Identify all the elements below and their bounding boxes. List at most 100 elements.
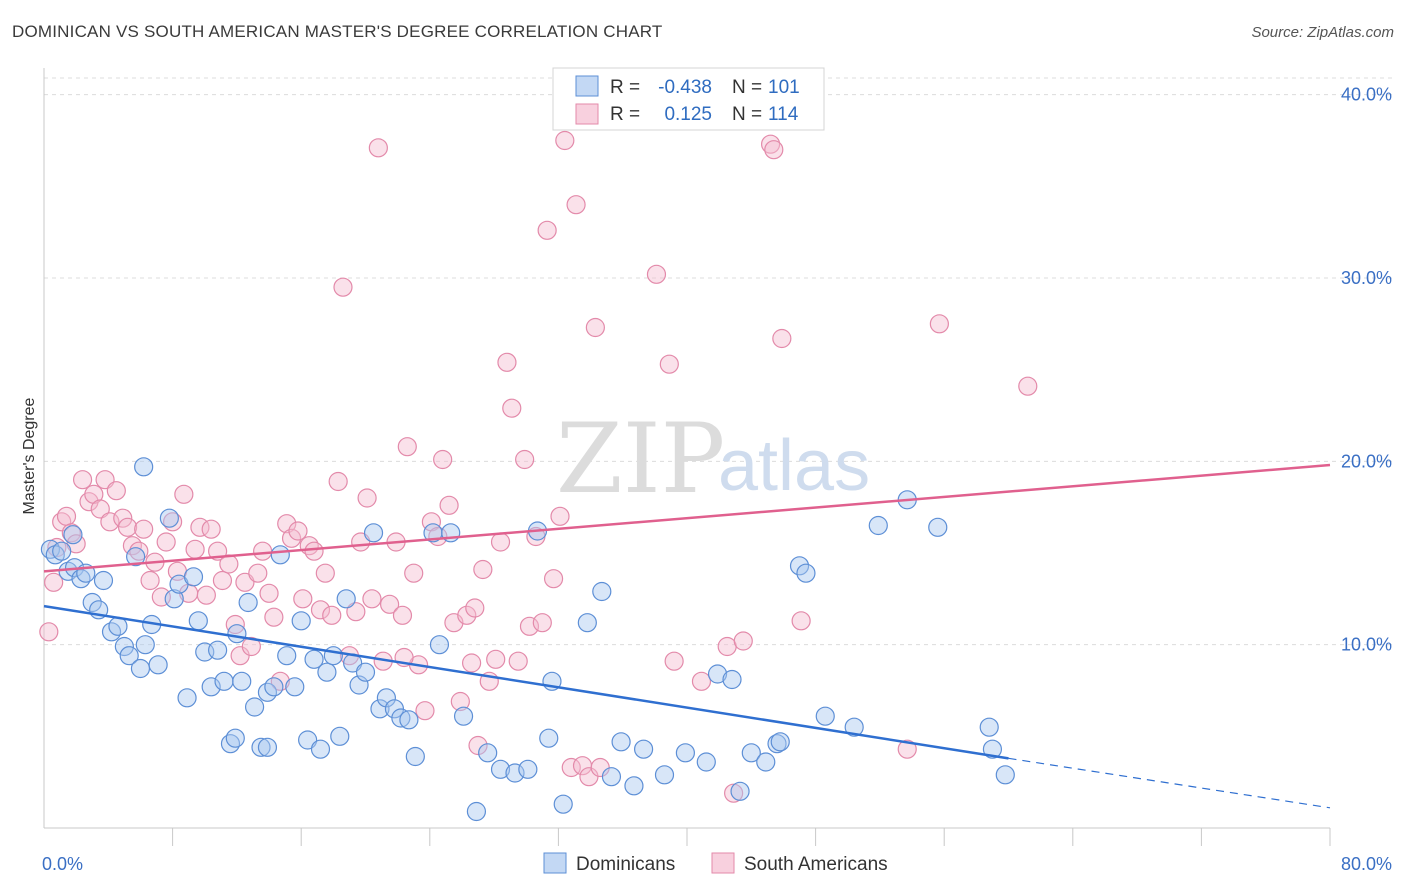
dominicans-point — [633, 739, 654, 759]
dominicans-point — [285, 677, 305, 697]
dominicans-point — [317, 662, 337, 682]
tick-labels: 10.0% 20.0% 30.0% 40.0% 0.0% 80.0% — [42, 85, 1392, 874]
dominicans-point — [148, 655, 168, 675]
dominicans-point — [789, 556, 810, 576]
south-americans-point — [929, 314, 949, 334]
dominicans-point — [291, 611, 311, 631]
watermark: ZIP atlas — [556, 403, 870, 515]
dominicans-point — [225, 728, 245, 748]
legend-r-label-south-americans: R = — [610, 104, 640, 125]
south-americans-trend-line — [43, 463, 1331, 573]
dominicans-point — [130, 658, 151, 679]
dominicans-point — [277, 646, 297, 666]
dominicans-point — [232, 671, 252, 691]
south-americans-point — [543, 569, 564, 589]
south-americans-point — [724, 783, 744, 803]
dominicans-point — [654, 765, 675, 785]
south-americans-point — [646, 264, 667, 284]
dominicans-point — [844, 717, 864, 737]
dominicans-point — [323, 646, 343, 666]
south-americans-point — [659, 354, 679, 374]
x-tick-label: 0.0% — [42, 854, 83, 874]
bottom-legend-swatch-dominicans — [543, 852, 567, 874]
south-americans-point — [357, 488, 377, 508]
south-americans-point — [532, 613, 552, 633]
dominicans-point — [518, 759, 538, 779]
dominicans-point — [93, 570, 114, 591]
south-americans-point — [288, 521, 308, 541]
dominicans-point — [114, 636, 134, 657]
dominicans-point — [741, 743, 761, 763]
south-americans-point — [490, 532, 511, 552]
south-americans-point — [44, 572, 64, 592]
south-americans-point — [129, 541, 149, 561]
south-americans-point — [461, 653, 482, 673]
south-americans-point — [433, 449, 453, 470]
bottom-legend-south-americans: South Americans — [744, 854, 888, 875]
dominicans-point — [126, 547, 146, 567]
dominicans-point — [159, 508, 179, 528]
south-americans-point — [439, 495, 459, 515]
dominicans-point — [227, 624, 247, 644]
south-americans-point — [90, 499, 110, 519]
dominicans-point — [453, 706, 474, 726]
dominicans-point — [370, 699, 390, 719]
dominicans-point — [982, 739, 1003, 759]
y-tick-label: 20.0% — [1341, 451, 1392, 471]
dominicans-point — [505, 763, 525, 783]
dominicans-point — [188, 611, 208, 631]
south-americans-point — [113, 508, 133, 528]
south-americans-point — [537, 220, 557, 240]
south-americans-point — [791, 611, 811, 631]
dominicans-point — [177, 688, 197, 708]
south-americans-point — [486, 649, 506, 669]
south-americans-point — [404, 563, 424, 583]
y-tick-label: 40.0% — [1341, 85, 1392, 105]
south-americans-point — [465, 598, 485, 618]
dominicans-point — [722, 669, 742, 690]
legend-n-value-dominicans: 101 — [768, 77, 800, 98]
dominicans-point — [310, 739, 331, 759]
south-americans-point — [362, 589, 382, 609]
legend-swatch-south-americans — [575, 103, 599, 125]
dominicans-point — [304, 649, 324, 669]
x-tick-label: 80.0% — [1341, 854, 1392, 874]
dominicans-point — [539, 728, 559, 748]
watermark-zip: ZIP — [556, 403, 725, 515]
dominicans-point — [995, 765, 1015, 785]
south-americans-point — [450, 691, 470, 712]
south-americans-point — [368, 138, 388, 158]
south-americans-point — [346, 602, 366, 622]
dominicans-point — [391, 708, 411, 728]
dominicans-trend-line — [43, 604, 1009, 760]
dominicans-point — [611, 732, 631, 752]
south-americans-point — [397, 437, 417, 457]
axes — [43, 68, 1331, 846]
dominicans-point — [601, 767, 622, 787]
south-americans-point — [253, 541, 273, 561]
south-americans-point — [277, 514, 297, 534]
dominicans-point — [376, 688, 396, 708]
dominicans-point — [928, 517, 948, 537]
south-americans-point — [201, 519, 221, 539]
dominicans-point — [490, 759, 511, 779]
south-americans-point — [310, 600, 331, 620]
correlation-legend: R = -0.438 N = 101 R = 0.125 N = 114 — [552, 67, 825, 131]
south-americans-point — [764, 140, 784, 160]
trend-lines — [43, 463, 1331, 809]
dominicans-point — [707, 664, 728, 684]
bottom-legend-dominicans: Dominicans — [576, 854, 675, 875]
dominicans-point — [553, 794, 573, 814]
south-americans-point — [156, 532, 176, 552]
legend-swatch-dominicans — [575, 75, 599, 97]
dominicans-point — [696, 752, 716, 772]
south-americans-point — [212, 570, 233, 591]
dominicans-point — [730, 781, 750, 801]
legend-r-value-south-americans: 0.125 — [664, 104, 712, 125]
south-americans-point — [760, 134, 781, 154]
dominicans-trend-extension — [1008, 757, 1331, 809]
dominicans-point — [355, 662, 376, 682]
south-americans-point — [328, 471, 348, 492]
south-americans-point — [897, 739, 917, 759]
